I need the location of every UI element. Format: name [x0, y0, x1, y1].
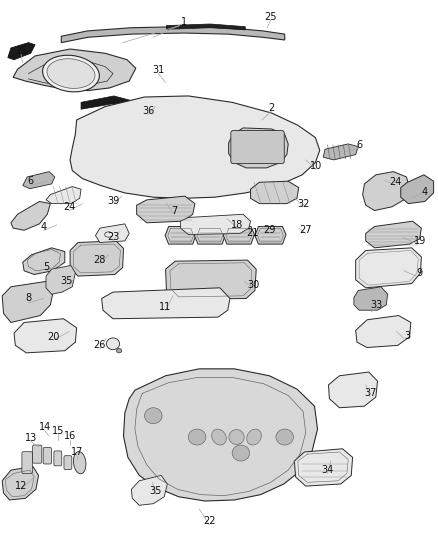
Text: 33: 33 [371, 300, 383, 310]
Ellipse shape [42, 55, 99, 92]
Ellipse shape [117, 349, 122, 353]
Polygon shape [194, 227, 226, 244]
Text: 11: 11 [159, 302, 172, 312]
FancyBboxPatch shape [22, 452, 32, 473]
Text: 36: 36 [142, 106, 154, 116]
Text: 24: 24 [63, 202, 75, 212]
Text: 37: 37 [364, 389, 376, 398]
Ellipse shape [247, 429, 261, 445]
Text: 10: 10 [310, 161, 322, 171]
Text: 25: 25 [15, 46, 27, 55]
Ellipse shape [74, 451, 86, 474]
Text: 5: 5 [43, 262, 49, 271]
Polygon shape [356, 316, 411, 348]
Polygon shape [70, 241, 124, 276]
Text: 32: 32 [297, 199, 309, 208]
Ellipse shape [47, 59, 95, 88]
Polygon shape [14, 319, 77, 353]
Text: 6: 6 [356, 140, 362, 150]
Text: 26: 26 [94, 341, 106, 350]
Polygon shape [363, 172, 410, 211]
Text: 3: 3 [404, 331, 410, 341]
Text: 14: 14 [39, 423, 51, 432]
FancyBboxPatch shape [64, 456, 72, 470]
Text: 34: 34 [321, 465, 334, 475]
Text: 23: 23 [107, 232, 119, 242]
Polygon shape [328, 372, 378, 408]
Text: 24: 24 [389, 177, 401, 187]
Text: 2: 2 [268, 103, 275, 112]
Text: 15: 15 [52, 426, 64, 435]
Polygon shape [366, 221, 421, 248]
Polygon shape [70, 96, 320, 198]
Polygon shape [8, 43, 35, 60]
Polygon shape [323, 144, 358, 160]
Polygon shape [137, 196, 195, 223]
Polygon shape [81, 96, 138, 109]
Polygon shape [46, 265, 75, 294]
Text: 4: 4 [422, 187, 428, 197]
Polygon shape [23, 248, 65, 274]
Text: 17: 17 [71, 447, 83, 457]
Ellipse shape [145, 408, 162, 424]
Text: 18: 18 [231, 220, 244, 230]
Polygon shape [95, 224, 129, 243]
Polygon shape [13, 49, 136, 91]
Text: 31: 31 [152, 66, 165, 75]
FancyBboxPatch shape [54, 451, 62, 466]
Text: 4: 4 [41, 222, 47, 231]
Text: 35: 35 [149, 487, 162, 496]
Polygon shape [124, 369, 318, 501]
Ellipse shape [232, 445, 250, 461]
Polygon shape [131, 475, 167, 505]
Ellipse shape [212, 429, 226, 445]
Text: 13: 13 [25, 433, 37, 443]
Polygon shape [166, 24, 245, 30]
Text: 9: 9 [417, 268, 423, 278]
Polygon shape [165, 227, 196, 244]
Polygon shape [255, 227, 286, 244]
Polygon shape [2, 281, 53, 322]
Text: 19: 19 [414, 236, 427, 246]
FancyBboxPatch shape [43, 448, 51, 464]
Polygon shape [251, 181, 299, 204]
Text: 28: 28 [94, 255, 106, 265]
Text: 12: 12 [15, 481, 27, 491]
FancyBboxPatch shape [231, 131, 284, 164]
Text: 27: 27 [300, 225, 312, 235]
Polygon shape [401, 175, 434, 204]
Text: 1: 1 [181, 18, 187, 27]
Polygon shape [294, 449, 353, 486]
FancyBboxPatch shape [33, 445, 42, 463]
Polygon shape [61, 27, 285, 43]
Ellipse shape [188, 429, 206, 445]
Text: 21: 21 [246, 229, 258, 238]
Text: 35: 35 [60, 277, 73, 286]
Polygon shape [354, 287, 388, 310]
Text: 29: 29 [263, 225, 276, 235]
Polygon shape [166, 260, 256, 300]
Polygon shape [223, 227, 254, 244]
Polygon shape [11, 201, 50, 230]
Text: 39: 39 [108, 197, 120, 206]
Text: 16: 16 [64, 431, 76, 441]
Text: 25: 25 [265, 12, 277, 22]
Text: 6: 6 [28, 176, 34, 186]
Text: 8: 8 [25, 294, 32, 303]
Text: 20: 20 [47, 332, 60, 342]
Polygon shape [180, 214, 251, 235]
Polygon shape [356, 248, 421, 288]
Polygon shape [229, 128, 288, 168]
Ellipse shape [276, 429, 293, 445]
Polygon shape [2, 466, 39, 500]
Ellipse shape [106, 338, 120, 350]
Ellipse shape [229, 430, 244, 445]
Polygon shape [46, 187, 81, 204]
Text: 30: 30 [247, 280, 259, 290]
Polygon shape [23, 172, 55, 189]
Polygon shape [102, 288, 230, 319]
Text: 7: 7 [171, 206, 177, 215]
Text: 22: 22 [203, 516, 215, 526]
Ellipse shape [105, 232, 113, 237]
